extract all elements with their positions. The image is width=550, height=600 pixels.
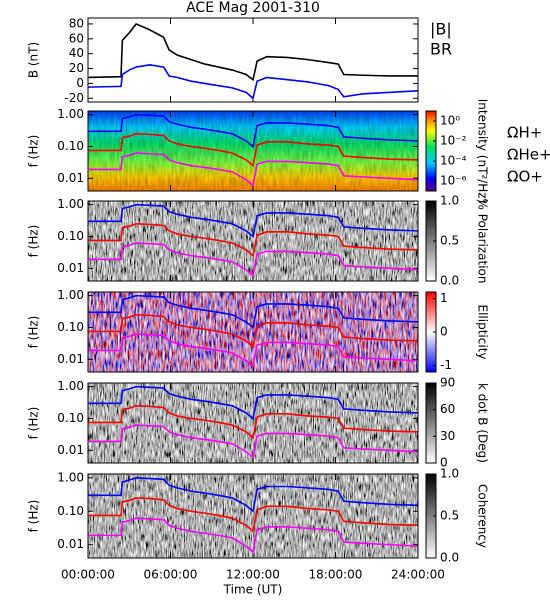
x-tick-label: 06:00:00 xyxy=(144,568,198,582)
series-line xyxy=(88,113,418,148)
colorbar-label: Ellipticity xyxy=(476,305,490,360)
y-tick-label: 0.10 xyxy=(57,320,84,334)
y-tick-label: 1.00 xyxy=(57,197,84,211)
y-tick-label: 1.00 xyxy=(57,379,84,393)
colorbar-tick-label: -1 xyxy=(440,358,452,372)
series-line xyxy=(88,404,418,440)
y-tick-label: 1.00 xyxy=(57,107,84,121)
chart-title: ACE Mag 2001-310 xyxy=(186,0,320,16)
series-line xyxy=(88,203,418,238)
plot-frame xyxy=(87,291,419,373)
series-line xyxy=(88,333,418,368)
y-tick-label: 0.10 xyxy=(57,504,84,518)
series-line xyxy=(88,313,418,349)
colorbar-tick-label: 10⁻⁶ xyxy=(440,174,467,188)
colorbar-tick-label: 0.0 xyxy=(440,274,459,288)
colorbar xyxy=(425,382,437,464)
legend-label: |B| xyxy=(430,20,452,39)
y-axis-label: f (Hz) xyxy=(27,500,41,533)
plot-frame xyxy=(87,473,419,559)
y-tick-label: 0.01 xyxy=(57,443,84,457)
colorbar-label: k dot B (Deg) xyxy=(476,383,490,463)
series-line xyxy=(88,497,418,533)
colorbar-tick-label: 0.0 xyxy=(440,551,459,565)
x-tick-label: 24:00:00 xyxy=(391,568,445,582)
series-line xyxy=(88,242,418,277)
plot-frame xyxy=(87,382,419,464)
plot-frame xyxy=(87,110,419,192)
series-line xyxy=(88,517,418,554)
y-tick-label: 60 xyxy=(69,31,84,45)
series-line xyxy=(88,132,418,168)
series-line xyxy=(88,222,418,258)
colorbar-tick-label: 30 xyxy=(440,429,455,443)
y-tick-label: 0.01 xyxy=(57,261,84,275)
series-line xyxy=(88,64,418,100)
y-tick-label: 0.10 xyxy=(57,229,84,243)
y-tick-label: 20 xyxy=(69,61,84,75)
colorbar-tick-label: 1.0 xyxy=(440,194,459,208)
colorbar-label: Coherency xyxy=(476,484,490,548)
colorbar-tick-label: 0 xyxy=(440,456,448,470)
series-line xyxy=(88,424,418,459)
colorbar-tick-label: 1 xyxy=(440,291,448,305)
legend-label: ΩO+ xyxy=(507,168,543,186)
colorbar-tick-label: 0.5 xyxy=(440,234,459,248)
colorbar-tick-label: 10⁻² xyxy=(440,134,467,148)
series-line xyxy=(88,385,418,420)
y-tick-label: 0.01 xyxy=(57,352,84,366)
colorbar-tick-label: 10⁰ xyxy=(440,114,460,128)
spectrogram-texture xyxy=(88,111,418,191)
colorbar-label: % Polarization xyxy=(476,199,490,284)
y-tick-label: 80 xyxy=(69,16,84,30)
legend-label: ΩHe+ xyxy=(507,146,550,164)
series-line xyxy=(88,22,418,82)
colorbar-tick-label: 60 xyxy=(440,402,455,416)
spectrogram-background xyxy=(88,201,418,281)
colorbar-tick-label: 90 xyxy=(440,376,455,390)
y-tick-label: 0 xyxy=(76,76,84,90)
plot-frame xyxy=(87,17,419,103)
y-tick-label: 0.10 xyxy=(57,139,84,153)
y-tick-label: 0.10 xyxy=(57,411,84,425)
x-tick-label: 12:00:00 xyxy=(226,568,280,582)
colorbar-tick-label: 10⁻⁴ xyxy=(440,154,467,168)
x-tick-label: 18:00:00 xyxy=(309,568,363,582)
y-tick-label: 1.00 xyxy=(57,470,84,484)
y-axis-label: B (nT) xyxy=(27,42,41,78)
series-line xyxy=(88,477,418,513)
y-tick-label: 0.01 xyxy=(57,171,84,185)
colorbar-tick-label: 0 xyxy=(440,325,448,339)
colorbar-tick-label: 1.0 xyxy=(440,467,459,481)
y-tick-label: -20 xyxy=(64,91,84,105)
colorbar-label: Intensity (nT²/Hz) xyxy=(476,99,490,204)
x-tick-label: 00:00:00 xyxy=(61,568,115,582)
series-line xyxy=(88,294,418,329)
legend-label: ΩH+ xyxy=(507,124,542,142)
y-tick-label: 0.01 xyxy=(57,537,84,551)
y-tick-label: 1.00 xyxy=(57,288,84,302)
colorbar-tick-label: 0.5 xyxy=(440,509,459,523)
colorbar xyxy=(425,110,437,192)
y-axis-label: f (Hz) xyxy=(27,225,41,258)
y-tick-label: 40 xyxy=(69,46,84,60)
spectrogram-background xyxy=(88,292,418,372)
x-axis-label: Time (UT) xyxy=(223,583,283,597)
spectrogram-background xyxy=(88,383,418,463)
plot-frame xyxy=(87,200,419,282)
y-axis-label: f (Hz) xyxy=(27,407,41,440)
y-axis-label: f (Hz) xyxy=(27,135,41,168)
series-line xyxy=(88,152,418,187)
spectrogram-background xyxy=(88,474,418,558)
y-axis-label: f (Hz) xyxy=(27,316,41,349)
legend-label: BR xyxy=(430,40,452,59)
